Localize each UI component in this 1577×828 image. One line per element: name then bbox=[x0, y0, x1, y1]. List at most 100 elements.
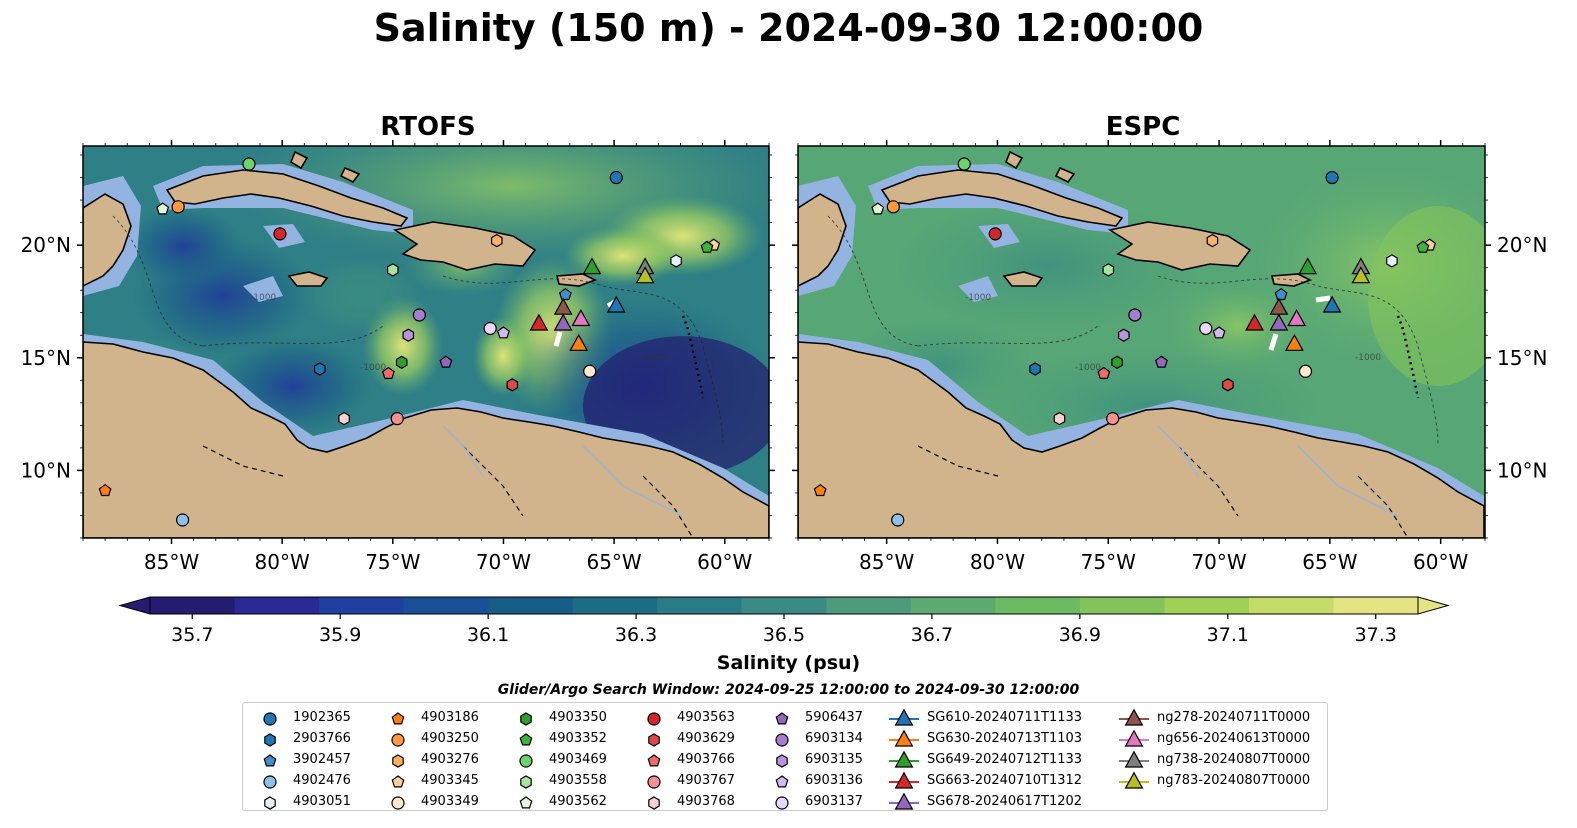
legend-item: 4903250 bbox=[381, 728, 479, 749]
obs-marker-4902476 bbox=[175, 513, 190, 527]
obs-marker-4903051 bbox=[1386, 254, 1398, 268]
legend-marker-ng783-20240807T0000 bbox=[1124, 771, 1144, 789]
legend-item: ng278-20240711T0000 bbox=[1117, 707, 1310, 728]
obs-marker-4903563 bbox=[988, 227, 1002, 241]
obs-marker-SG630-20240713T1103 bbox=[1284, 333, 1304, 351]
x-tick-label: 75°W bbox=[1081, 550, 1136, 574]
legend-marker-6903137 bbox=[775, 795, 789, 810]
obs-marker-SG663-20240710T1312 bbox=[529, 313, 549, 331]
x-tick-label: 85°W bbox=[859, 550, 914, 574]
legend-column: 1902365 2903766 3902457 4902476 4903051 bbox=[253, 707, 351, 812]
legend-item: SG610-20240711T1133 bbox=[887, 707, 1082, 728]
figure-title: Salinity (150 m) - 2024-09-30 12:00:00 bbox=[373, 6, 1204, 50]
colorbar-swatch bbox=[995, 597, 1081, 614]
legend-item: 4903469 bbox=[509, 749, 607, 770]
colorbar-swatch bbox=[1333, 597, 1419, 614]
legend-item: ng738-20240807T0000 bbox=[1117, 749, 1310, 770]
obs-marker-4903250 bbox=[171, 200, 185, 214]
legend-label: 2903766 bbox=[293, 731, 351, 746]
legend-marker-4903562 bbox=[519, 795, 533, 808]
legend-item: 4903051 bbox=[253, 791, 351, 812]
obs-marker-6903137 bbox=[1199, 321, 1213, 336]
legend-item: 4903186 bbox=[381, 707, 479, 728]
obs-marker-4903558 bbox=[387, 263, 399, 277]
obs-marker-6903134 bbox=[412, 308, 426, 322]
panel-title-espc: ESPC bbox=[1105, 112, 1181, 142]
contour-label: -1000 bbox=[360, 363, 386, 373]
legend-marker-SG610-20240711T1133 bbox=[894, 708, 914, 726]
colorbar-swatch bbox=[826, 597, 912, 614]
legend-label: ng656-20240613T0000 bbox=[1157, 731, 1311, 746]
legend-marker-ng278-20240711T0000 bbox=[1124, 708, 1144, 726]
legend-marker-5906437 bbox=[775, 711, 789, 724]
obs-marker-SG649-20240712T1133 bbox=[1298, 257, 1318, 275]
obs-marker-5906437 bbox=[1154, 355, 1168, 368]
legend-marker-SG630-20240713T1103 bbox=[894, 729, 914, 747]
obs-marker-4903350 bbox=[1111, 355, 1123, 369]
legend-marker-ng738-20240807T0000 bbox=[1124, 750, 1144, 768]
obs-marker-4903349 bbox=[1298, 364, 1313, 378]
legend-marker-SG678-20240617T1202 bbox=[894, 792, 914, 810]
colorbar-swatch bbox=[657, 597, 743, 614]
legend-label: 3902457 bbox=[293, 752, 351, 767]
y-tick-label: 20°N bbox=[1497, 233, 1547, 257]
y-tick-label: 15°N bbox=[1497, 346, 1547, 370]
legend-label: 4903469 bbox=[549, 752, 607, 767]
y-tick-label: 15°N bbox=[21, 346, 71, 370]
legend-marker-SG663-20240710T1312 bbox=[894, 771, 914, 789]
x-tick-label: 70°W bbox=[476, 550, 531, 574]
legend-label: 5906437 bbox=[805, 710, 863, 725]
obs-marker-4903352 bbox=[1416, 240, 1430, 253]
x-tick-label: 80°W bbox=[255, 550, 310, 574]
obs-marker-4903629 bbox=[1222, 378, 1234, 392]
legend-item: 6903134 bbox=[765, 728, 863, 749]
colorbar-tick-label: 35.7 bbox=[171, 624, 213, 646]
legend-marker-4903766 bbox=[647, 753, 661, 766]
legend-label: 6903136 bbox=[805, 773, 863, 788]
x-tick-label: 60°W bbox=[697, 550, 752, 574]
colorbar-swatch bbox=[1079, 597, 1165, 614]
obs-marker-1902365 bbox=[1325, 170, 1339, 185]
legend-item: 4903352 bbox=[509, 728, 607, 749]
colorbar-extend-max bbox=[1417, 596, 1450, 615]
contour-label: -1000 bbox=[1075, 363, 1101, 373]
legend-item: SG678-20240617T1202 bbox=[887, 791, 1082, 812]
legend-marker-4903629 bbox=[648, 732, 660, 747]
map-figure: -1000 -1000 -1000 -1000 -1000 -1000 8 bbox=[21, 140, 1547, 646]
legend-item: 4903349 bbox=[381, 791, 479, 812]
legend-label: 4903562 bbox=[549, 794, 607, 809]
obs-marker-1902365 bbox=[609, 170, 623, 185]
legend-marker-4903558 bbox=[520, 774, 532, 789]
legend-marker-2903766 bbox=[264, 732, 276, 747]
legend-marker-6903134 bbox=[775, 732, 789, 747]
colorbar-tick-label: 37.1 bbox=[1207, 624, 1249, 646]
legend-marker-ng656-20240613T0000 bbox=[1124, 729, 1144, 747]
legend-item: 1902365 bbox=[253, 707, 351, 728]
colorbar-extend-min bbox=[118, 596, 151, 615]
obs-marker-ng656-20240613T0000 bbox=[571, 309, 591, 327]
colorbar-tick-label: 36.5 bbox=[763, 624, 805, 646]
x-tick-label: 70°W bbox=[1191, 550, 1246, 574]
colorbar-swatch bbox=[910, 597, 996, 614]
obs-marker-4903768 bbox=[338, 411, 350, 426]
legend-label: 4903349 bbox=[421, 794, 479, 809]
obs-marker-4903250 bbox=[886, 200, 900, 214]
obs-marker-4903562 bbox=[156, 202, 170, 215]
legend-label: 6903135 bbox=[805, 752, 863, 767]
legend-item: 4903350 bbox=[509, 707, 607, 728]
espc-frame bbox=[797, 145, 1486, 539]
legend-marker-SG649-20240712T1133 bbox=[894, 750, 914, 768]
legend-column: 4903563 4903629 4903766 4903767 4903768 bbox=[637, 707, 735, 812]
rtofs-map: -1000 -1000 -1000 bbox=[83, 146, 769, 538]
obs-marker-4903768 bbox=[1053, 411, 1066, 426]
colorbar-tick-label: 36.1 bbox=[467, 624, 509, 646]
legend-item: 6903136 bbox=[765, 770, 863, 791]
x-tick-label: 60°W bbox=[1413, 550, 1468, 574]
search-window-title: Glider/Argo Search Window: 2024-09-25 12… bbox=[497, 682, 1080, 698]
obs-marker-6903136 bbox=[1212, 326, 1226, 339]
x-tick-label: 65°W bbox=[586, 550, 641, 574]
panel-title-rtofs: RTOFS bbox=[380, 112, 476, 142]
legend-item: 4903276 bbox=[381, 749, 479, 770]
contour-label: -1000 bbox=[965, 293, 991, 303]
contour-label: -1000 bbox=[1355, 353, 1381, 363]
